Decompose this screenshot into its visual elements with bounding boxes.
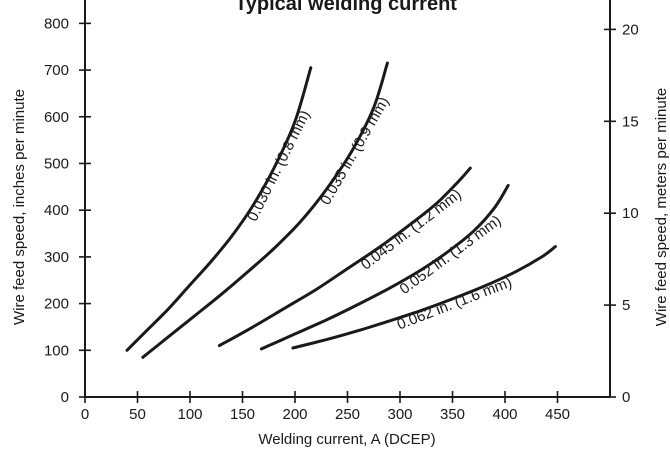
y-axis-left-ticks: 0 100 200 300 400 500 600 700 800 bbox=[44, 15, 91, 406]
x-tick-label: 50 bbox=[129, 406, 146, 423]
x-tick-label: 350 bbox=[440, 406, 465, 423]
series-line bbox=[259, 183, 510, 351]
x-tick-label: 150 bbox=[230, 406, 255, 423]
axes bbox=[84, 0, 611, 398]
series-line bbox=[291, 245, 557, 350]
y-axis-right-title: Wire feed speed, meters per minute bbox=[653, 88, 670, 326]
series-curves bbox=[125, 61, 557, 359]
y-tick-label: 100 bbox=[44, 342, 69, 359]
x-tick-label: 100 bbox=[177, 406, 202, 423]
y-tick-label: 0 bbox=[61, 389, 69, 406]
y-tick-label: 300 bbox=[44, 249, 69, 266]
series-label: 0.030 in. (0.8 mm) bbox=[244, 108, 314, 225]
x-axis-title: Welding current, A (DCEP) bbox=[258, 431, 435, 448]
y2-tick-label: 20 bbox=[622, 21, 639, 38]
y-tick-label: 800 bbox=[44, 15, 69, 32]
y2-tick-label: 5 bbox=[622, 297, 630, 314]
y-axis-left-title: Wire feed speed, inches per minute bbox=[11, 89, 28, 325]
y-tick-label: 200 bbox=[44, 296, 69, 313]
series-line bbox=[125, 66, 313, 352]
y2-tick-label: 10 bbox=[622, 205, 639, 222]
x-tick-label: 250 bbox=[335, 406, 360, 423]
y-tick-label: 600 bbox=[44, 109, 69, 126]
series-label: 0.035 in. (0.9 mm) bbox=[317, 94, 393, 208]
x-tick-label: 450 bbox=[545, 406, 570, 423]
x-axis-ticks: 0 50 100 150 200 250 300 350 400 450 bbox=[81, 391, 570, 423]
x-tick-label: 0 bbox=[81, 406, 89, 423]
chart-title: Typical welding current bbox=[235, 0, 457, 15]
series-line bbox=[217, 166, 472, 348]
y-tick-label: 400 bbox=[44, 202, 69, 219]
y2-tick-label: 0 bbox=[622, 389, 630, 406]
series-labels: 0.030 in. (0.8 mm) 0.035 in. (0.9 mm)0.04… bbox=[244, 94, 514, 333]
y-axis-right-ticks: 0 5 10 15 20 bbox=[604, 21, 639, 406]
y-tick-label: 700 bbox=[44, 62, 69, 79]
series-line bbox=[141, 61, 389, 359]
y-tick-label: 500 bbox=[44, 155, 69, 172]
y2-tick-label: 15 bbox=[622, 113, 639, 130]
x-tick-label: 200 bbox=[282, 406, 307, 423]
x-tick-label: 300 bbox=[387, 406, 412, 423]
x-tick-label: 400 bbox=[492, 406, 517, 423]
